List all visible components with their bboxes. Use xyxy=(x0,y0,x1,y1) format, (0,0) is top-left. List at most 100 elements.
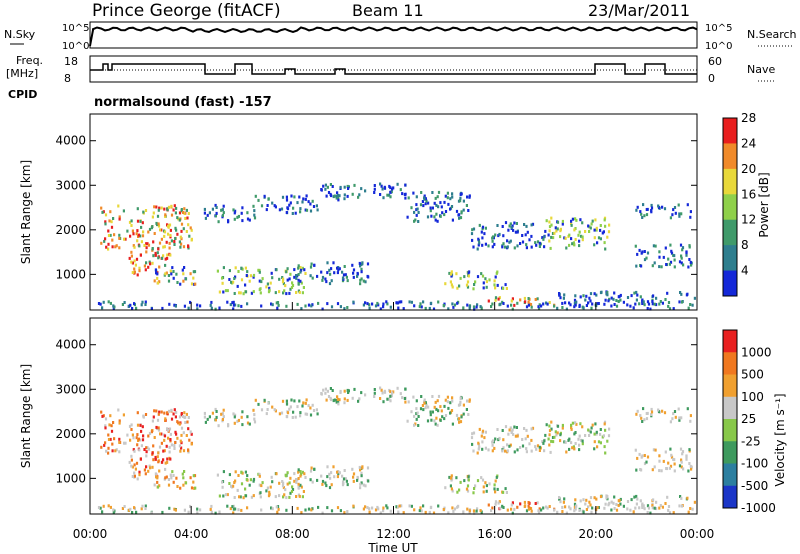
velocity-echo-cell xyxy=(214,418,217,422)
power-echo-cell xyxy=(380,184,383,188)
power-echo-cell xyxy=(410,300,413,304)
velocity-echo-cell xyxy=(147,434,150,438)
power-echo-cell xyxy=(142,230,145,234)
power-echo-cell xyxy=(305,194,308,198)
velocity-echo-cell xyxy=(482,490,485,494)
velocity-echo-cell xyxy=(241,471,244,475)
velocity-echo-cell xyxy=(389,399,392,403)
velocity-echo-cell xyxy=(102,504,105,508)
power-echo-cell xyxy=(645,256,648,260)
power-echo-cell xyxy=(266,282,269,286)
velocity-echo-cell xyxy=(682,467,685,471)
velocity-echo-cell xyxy=(263,398,266,402)
velocity-echo-cell xyxy=(537,509,540,513)
power-echo-cell xyxy=(174,304,177,308)
velocity-echo-cell xyxy=(336,397,339,401)
velocity-echo-cell xyxy=(100,445,103,449)
power-echo-cell xyxy=(131,271,134,274)
power-echo-cell xyxy=(513,303,516,307)
velocity-echo-cell xyxy=(183,508,186,512)
power-echo-cell xyxy=(581,238,584,242)
velocity-echo-cell xyxy=(131,465,134,469)
velocity-echo-cell xyxy=(398,504,401,508)
power-echo-cell xyxy=(593,243,596,247)
power-echo-cell xyxy=(139,219,142,223)
velocity-echo-cell xyxy=(154,472,157,476)
power-echo-cell xyxy=(680,261,683,265)
power-echo-cell xyxy=(664,298,667,301)
velocity-echo-cell xyxy=(476,479,480,483)
velocity-echo-cell xyxy=(516,434,519,438)
power-echo-cell xyxy=(222,266,225,270)
velocity-echo-cell xyxy=(277,507,280,511)
velocity-echo-cell xyxy=(240,415,243,419)
velocity-colorbar-tick: -1000 xyxy=(741,501,776,515)
velocity-echo-cell xyxy=(436,423,439,427)
power-echo-cell xyxy=(163,207,166,211)
power-echo-cell xyxy=(435,203,438,207)
power-echo-cell xyxy=(459,193,462,196)
power-echo-cell xyxy=(610,296,613,300)
velocity-echo-cell xyxy=(285,399,288,403)
power-echo-cell xyxy=(512,228,515,232)
freq-tick-bottom: 8 xyxy=(64,72,71,85)
velocity-echo-cell xyxy=(638,452,641,456)
velocity-echo-cell xyxy=(135,436,138,440)
velocity-echo-cell xyxy=(353,387,356,391)
velocity-echo-cell xyxy=(490,509,493,512)
power-echo-cell xyxy=(145,250,148,254)
power-echo-cell xyxy=(465,204,468,207)
power-echo-cell xyxy=(180,209,183,213)
velocity-echo-cell xyxy=(618,499,621,503)
power-echo-cell xyxy=(471,238,474,242)
velocity-echo-cell xyxy=(132,448,135,452)
velocity-echo-cell xyxy=(110,424,113,428)
power-echo-cell xyxy=(572,241,575,245)
velocity-echo-cell xyxy=(232,504,235,508)
velocity-echo-cell xyxy=(493,446,496,450)
velocity-echo-cell xyxy=(603,445,606,449)
power-echo-cell xyxy=(680,212,683,216)
power-echo-cell xyxy=(187,244,190,248)
power-echo-cell xyxy=(299,210,302,214)
velocity-ytick-label: 1000 xyxy=(55,471,86,485)
power-echo-cell xyxy=(364,280,367,284)
velocity-echo-cell xyxy=(182,449,186,453)
velocity-echo-cell xyxy=(156,455,159,459)
velocity-echo-cell xyxy=(157,412,160,416)
velocity-echo-cell xyxy=(599,432,602,436)
velocity-echo-cell xyxy=(642,407,645,411)
velocity-echo-cell xyxy=(271,405,274,409)
velocity-echo-cell xyxy=(544,433,547,437)
velocity-echo-cell xyxy=(359,486,362,490)
power-echo-cell xyxy=(192,270,195,274)
power-echo-cell xyxy=(685,253,688,257)
velocity-echo-cell xyxy=(634,448,637,452)
velocity-echo-cell xyxy=(153,483,156,487)
velocity-echo-cell xyxy=(428,510,431,514)
velocity-echo-cell xyxy=(587,505,590,509)
velocity-echo-cell xyxy=(434,400,437,404)
power-echo-cell xyxy=(508,240,511,244)
velocity-echo-cell xyxy=(352,472,356,476)
velocity-echo-cell xyxy=(192,474,195,478)
velocity-echo-cell xyxy=(672,511,675,515)
velocity-echo-cell xyxy=(574,421,577,425)
power-echo-cell xyxy=(338,194,341,198)
velocity-echo-cell xyxy=(425,403,428,407)
power-colorbar-swatch xyxy=(723,143,737,170)
velocity-echo-cell xyxy=(668,511,672,515)
velocity-echo-cell xyxy=(581,442,584,446)
velocity-echo-cell xyxy=(285,415,288,418)
power-colorbar-label: Power [dB] xyxy=(757,172,771,237)
power-echo-cell xyxy=(144,300,147,304)
velocity-echo-cell xyxy=(474,484,477,488)
power-echo-cell xyxy=(169,253,172,257)
velocity-echo-cell xyxy=(351,467,354,471)
power-echo-cell xyxy=(261,277,264,281)
power-echo-cell xyxy=(360,277,363,281)
velocity-echo-cell xyxy=(144,472,147,476)
velocity-colorbar-frame xyxy=(722,329,738,509)
power-echo-cell xyxy=(419,302,422,306)
power-echo-cell xyxy=(99,302,102,306)
